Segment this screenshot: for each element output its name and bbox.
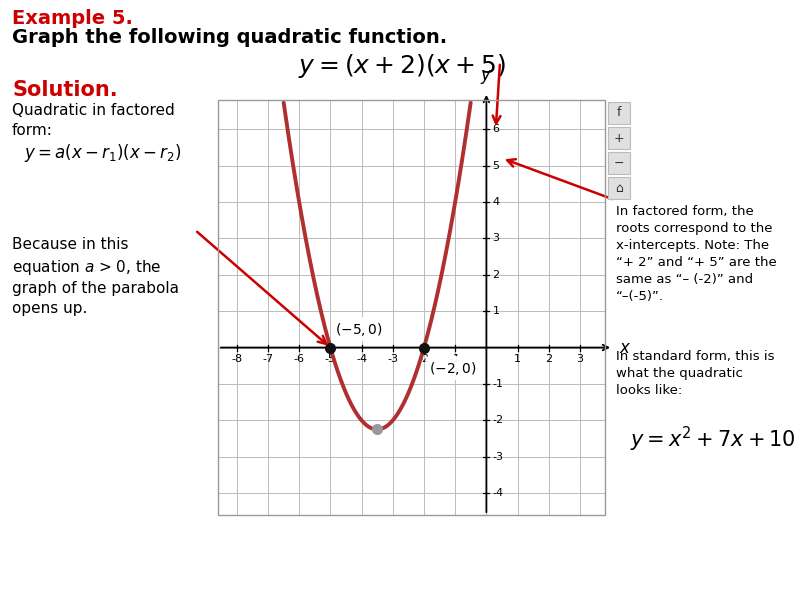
Text: Example 5.: Example 5. [12, 9, 133, 28]
Text: $y = x^2 + 7x + 10$: $y = x^2 + 7x + 10$ [630, 425, 796, 454]
Text: 2: 2 [546, 353, 552, 364]
Text: 5: 5 [493, 161, 499, 170]
Text: 4: 4 [493, 197, 499, 207]
Text: In factored form, the
roots correspond to the
x-intercepts. Note: The
“+ 2” and : In factored form, the roots correspond t… [616, 205, 777, 303]
Text: -2: -2 [493, 415, 503, 425]
Text: -2: -2 [418, 353, 430, 364]
Text: -1: -1 [493, 379, 503, 389]
Text: $y = (x+2)(x+5)$: $y = (x+2)(x+5)$ [298, 52, 506, 80]
Text: +: + [614, 131, 624, 145]
Text: -3: -3 [387, 353, 398, 364]
Text: -8: -8 [231, 353, 242, 364]
Text: f: f [617, 107, 622, 119]
Text: Graph the following quadratic function.: Graph the following quadratic function. [12, 28, 447, 47]
Bar [608, 127, 630, 149]
Bar [218, 100, 605, 515]
Text: −: − [614, 157, 624, 169]
Text: ⌂: ⌂ [615, 181, 623, 194]
Text: Solution.: Solution. [12, 80, 118, 100]
Text: $x$: $x$ [619, 338, 631, 356]
Text: -4: -4 [356, 353, 367, 364]
Bar [608, 177, 630, 199]
Bar [608, 152, 630, 174]
Text: $y = a(x-r_1)(x-r_2)$: $y = a(x-r_1)(x-r_2)$ [24, 142, 182, 164]
Text: 1: 1 [493, 306, 499, 316]
Text: Quadratic in factored
form:: Quadratic in factored form: [12, 103, 174, 138]
Bar [608, 102, 630, 124]
Text: $(-2, 0)$: $(-2, 0)$ [429, 359, 477, 377]
Text: -1: -1 [450, 353, 461, 364]
Text: -5: -5 [325, 353, 336, 364]
Text: 2: 2 [493, 270, 499, 280]
Text: 3: 3 [577, 353, 583, 364]
Text: 1: 1 [514, 353, 521, 364]
Text: $y$: $y$ [480, 68, 493, 86]
Text: Because in this
equation $a$ > 0, the
graph of the parabola
opens up.: Because in this equation $a$ > 0, the gr… [12, 237, 179, 316]
Text: In standard form, this is
what the quadratic
looks like:: In standard form, this is what the quadr… [616, 350, 774, 397]
Text: 6: 6 [493, 124, 499, 134]
Text: -6: -6 [294, 353, 305, 364]
Text: $(-5, 0)$: $(-5, 0)$ [335, 320, 383, 338]
Text: 3: 3 [493, 233, 499, 244]
Text: -7: -7 [262, 353, 274, 364]
Text: -3: -3 [493, 452, 503, 462]
Text: -4: -4 [493, 488, 503, 498]
